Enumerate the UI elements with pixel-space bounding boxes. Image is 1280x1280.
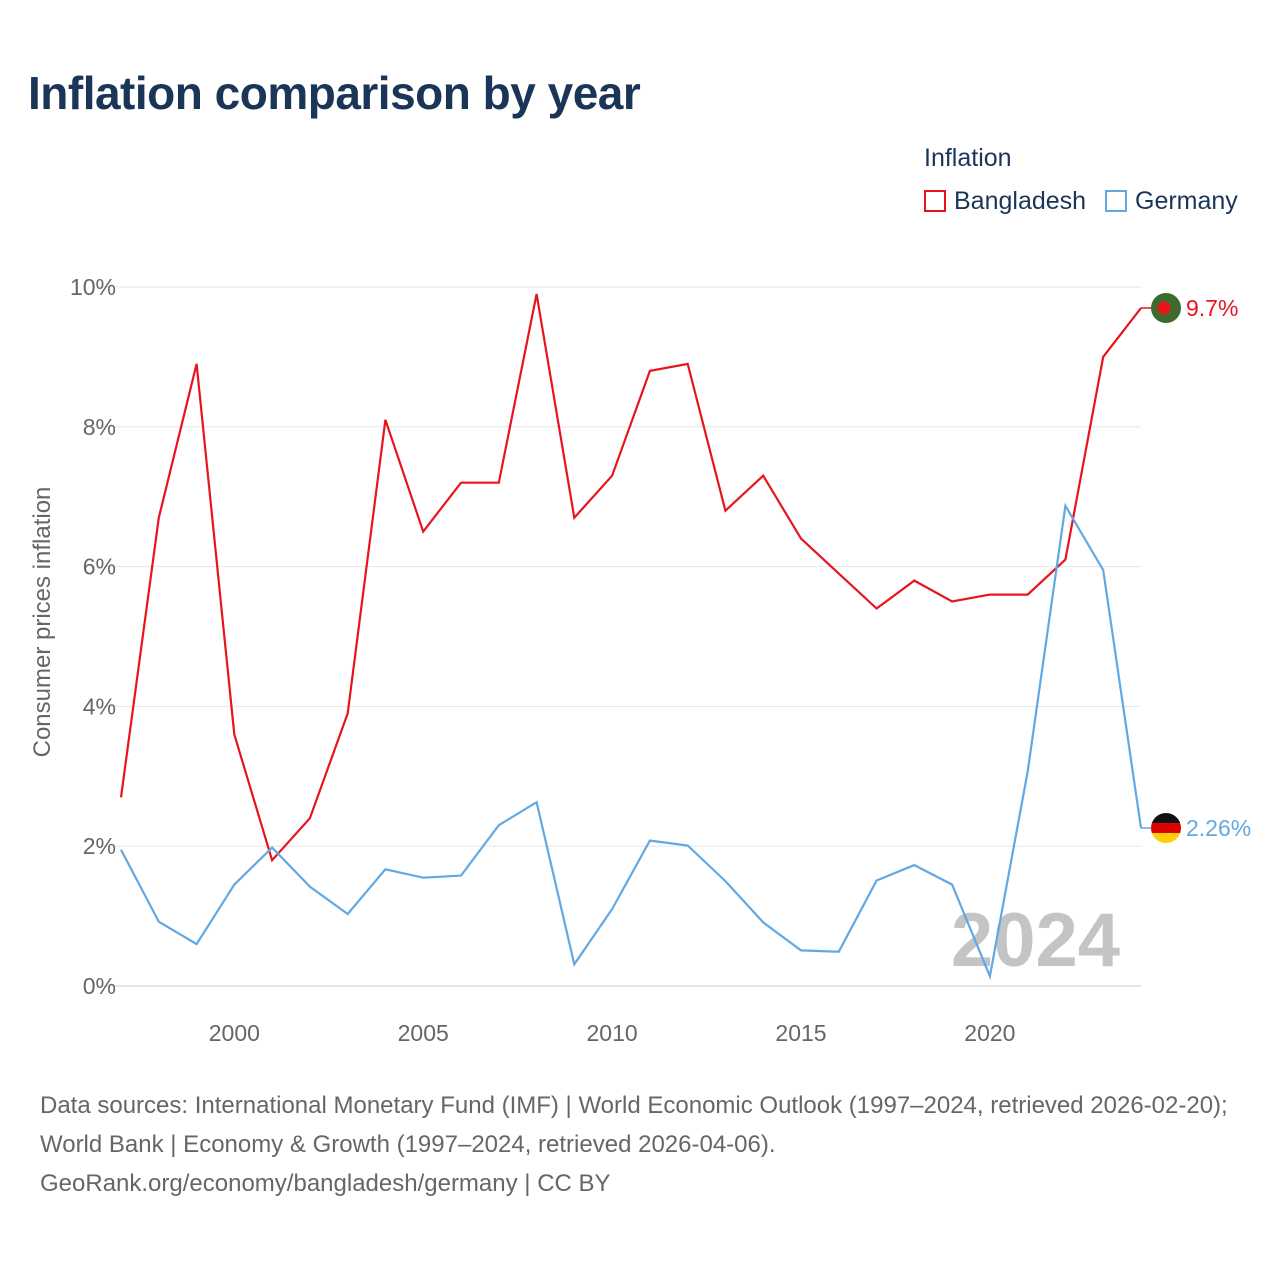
series-line-germany [120,502,1143,981]
y-tick-label: 4% [83,693,116,719]
germany-flag-icon [1151,813,1181,824]
legend-swatch-bangladesh [924,190,946,212]
germany-flag-stripe-gold [1151,833,1181,844]
legend-item-bangladesh[interactable]: Bangladesh [924,186,1086,216]
legend-swatch-germany [1105,190,1127,212]
end-label-germany: 2.26% [1186,815,1251,841]
source-line-1: Data sources: International Monetary Fun… [40,1092,1228,1158]
series-line-bangladesh [119,293,1142,863]
x-tick-label: 2015 [775,1020,826,1046]
chart-title: Inflation comparison by year [28,67,641,119]
legend-label-bangladesh: Bangladesh [954,186,1087,215]
y-tick-label: 0% [83,973,116,999]
bangladesh-flag-disc [1157,301,1171,315]
y-tick-label: 8% [83,414,116,440]
year-watermark: 2024 [951,898,1120,983]
germany-flag-stripe-red [1151,823,1181,834]
y-tick-label: 6% [83,554,116,580]
legend-item-germany[interactable]: Germany [1105,186,1238,216]
x-tick-label: 2020 [964,1020,1015,1046]
source-note: Data sources: International Monetary Fun… [40,1086,1250,1203]
legend-title: Inflation [924,144,1012,172]
end-label-bangladesh: 9.7% [1186,295,1238,321]
y-tick-label: 10% [70,274,116,300]
y-axis-label: Consumer prices inflation [29,487,56,758]
source-line-2[interactable]: GeoRank.org/economy/bangladesh/germany |… [40,1170,611,1197]
line-chart: 0% 2% 4% 6% 8% 10% 2000 2005 2010 2015 2020 Consume… [29,274,1251,1046]
x-tick-label: 2010 [587,1020,638,1046]
legend-label-germany: Germany [1135,186,1238,215]
x-tick-label: 2005 [398,1020,449,1046]
y-tick-label: 2% [83,833,116,859]
x-tick-label: 2000 [209,1020,260,1046]
